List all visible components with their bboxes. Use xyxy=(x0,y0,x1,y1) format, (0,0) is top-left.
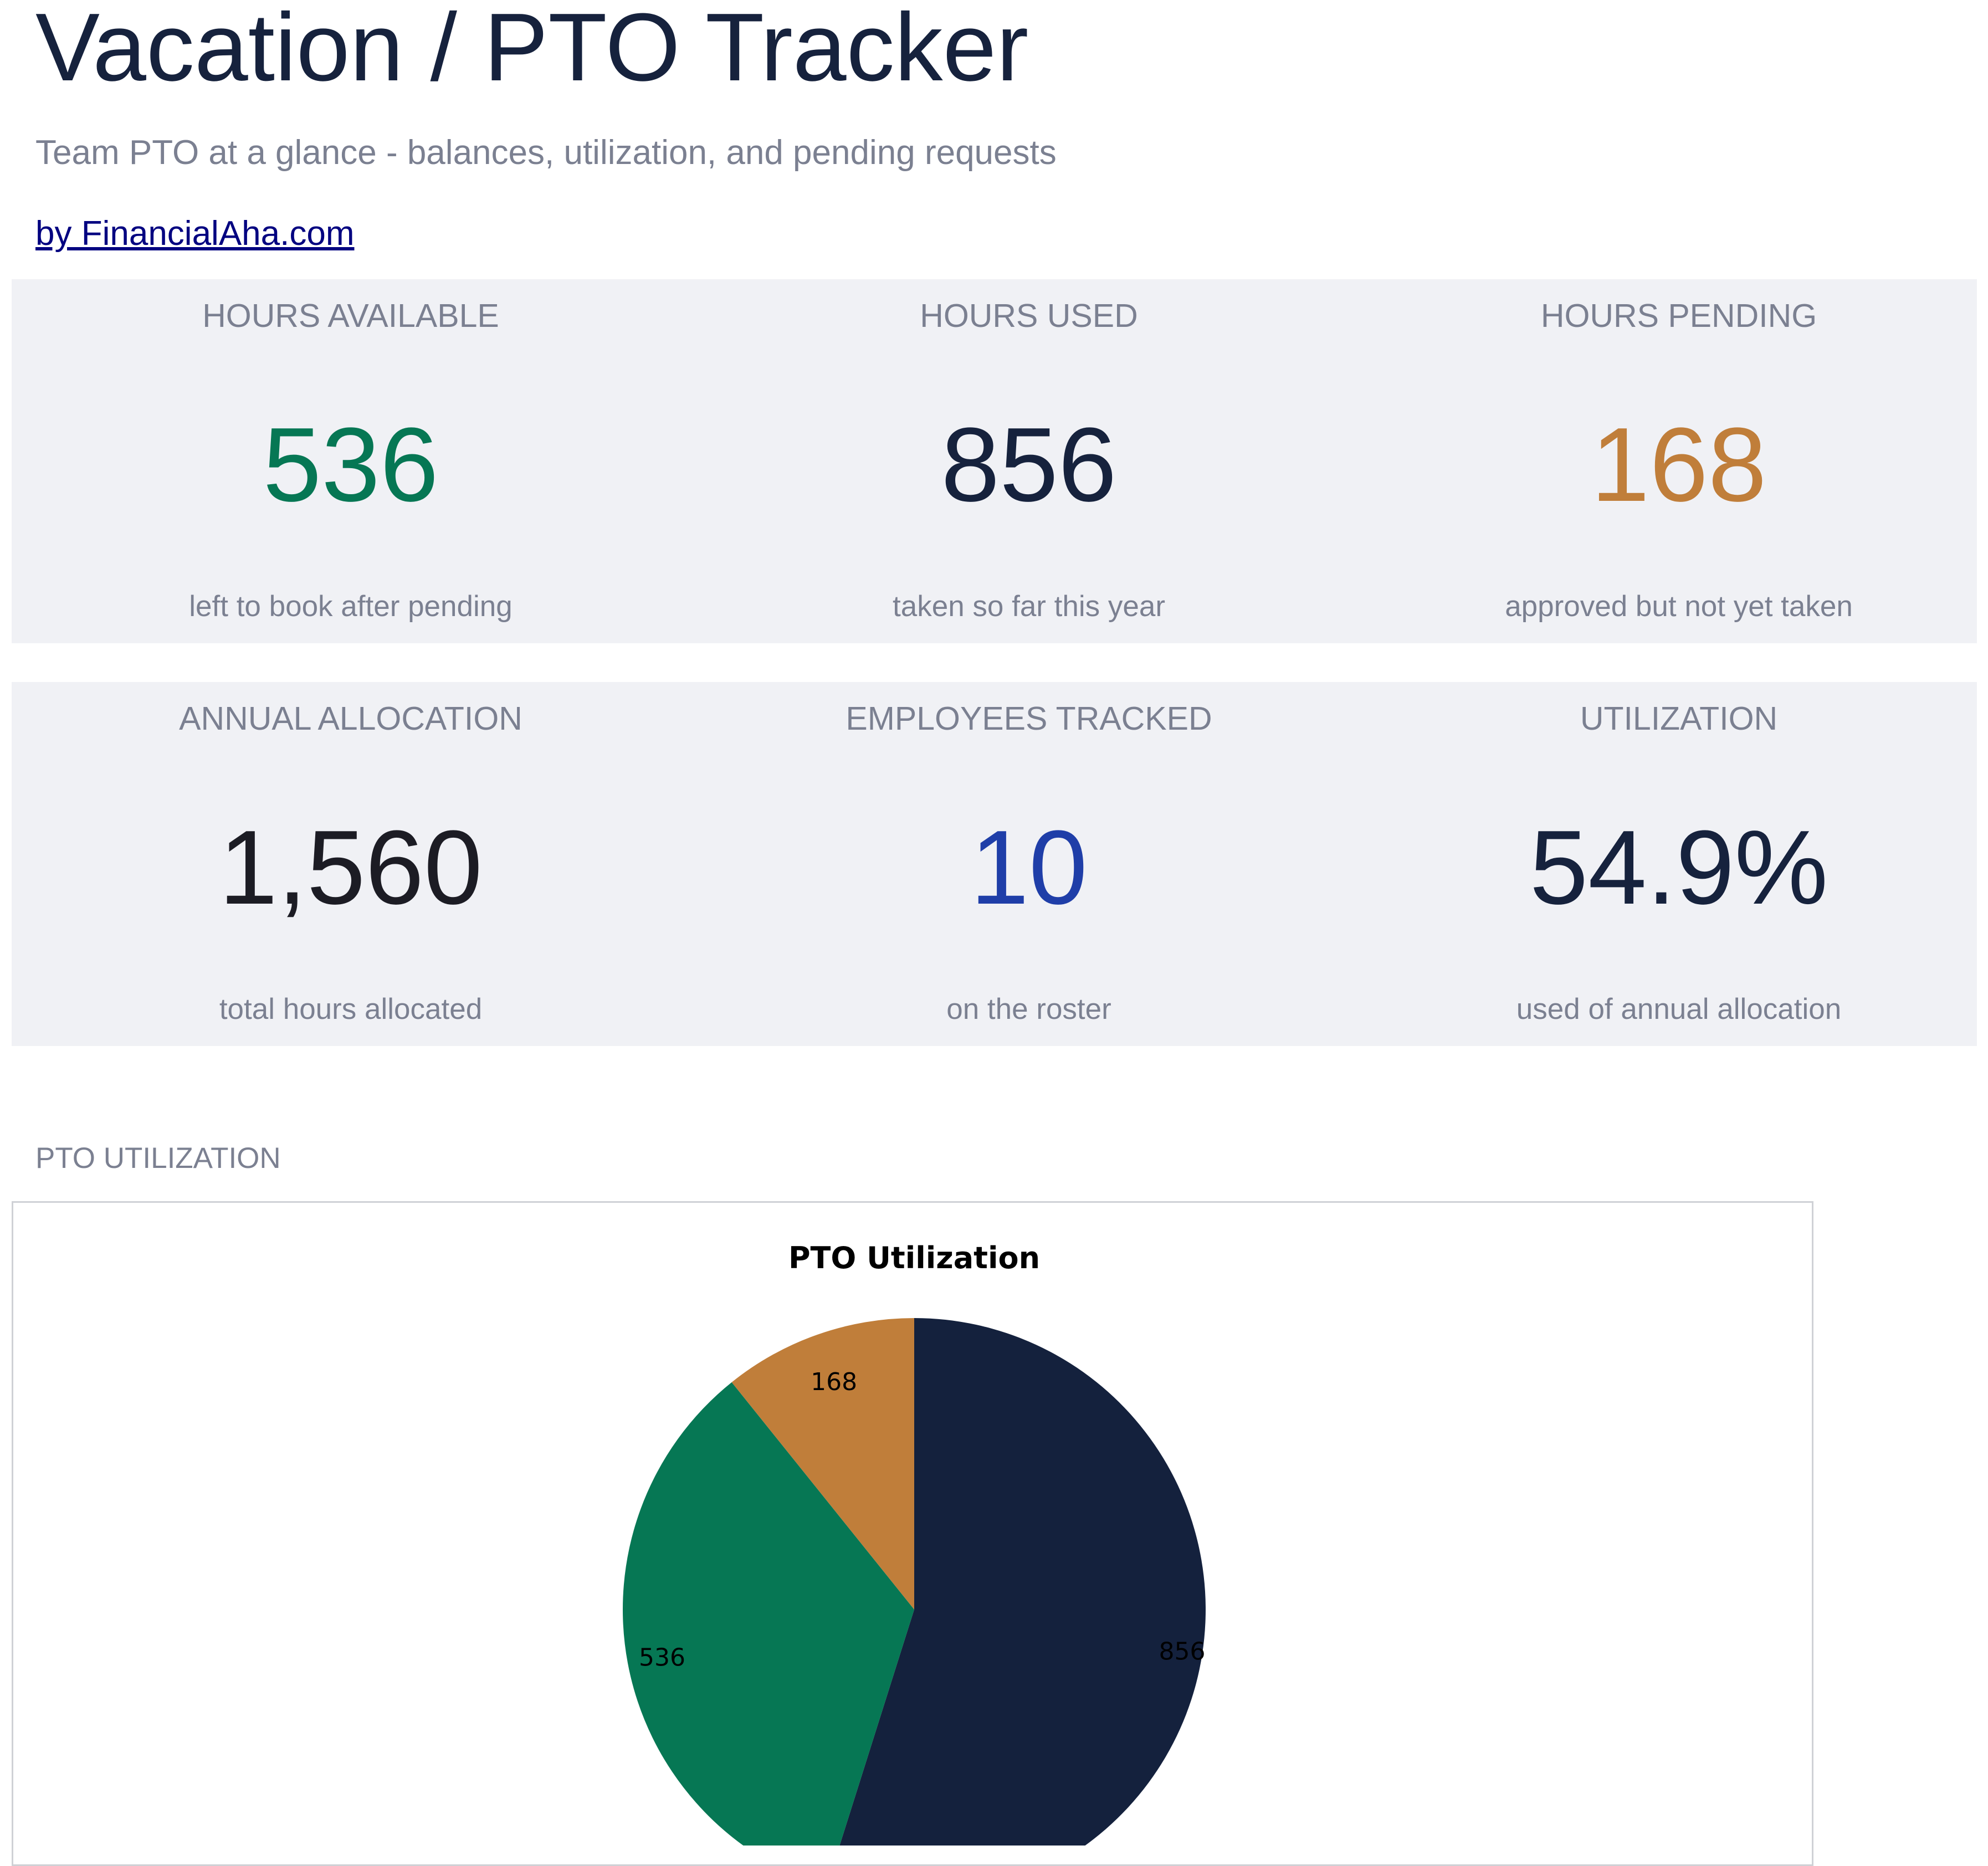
kpi-value: 10 xyxy=(970,809,1088,926)
kpi-employees-tracked: EMPLOYEES TRACKED 10 on the roster xyxy=(690,682,1368,1046)
kpi-hours-available: HOURS AVAILABLE 536 left to book after p… xyxy=(12,279,690,643)
pie-slice-168 xyxy=(731,1318,914,1609)
pie-chart: PTO Utilization 856 536 168 xyxy=(623,1240,1206,1846)
chart-section-heading: PTO UTILIZATION xyxy=(35,1142,281,1175)
kpi-note: left to book after pending xyxy=(189,590,513,623)
kpi-value: 168 xyxy=(1591,406,1767,524)
pie-data-label: 168 xyxy=(811,1368,857,1396)
kpi-value: 54.9% xyxy=(1529,809,1828,926)
kpi-utilization: UTILIZATION 54.9% used of annual allocat… xyxy=(1368,682,1988,1046)
kpi-label: ANNUAL ALLOCATION xyxy=(179,700,522,737)
kpi-note: used of annual allocation xyxy=(1516,993,1842,1026)
credit-link[interactable]: by FinancialAha.com xyxy=(35,214,355,253)
kpi-value: 536 xyxy=(263,406,439,524)
kpi-hours-used: HOURS USED 856 taken so far this year xyxy=(690,279,1368,643)
kpi-value: 856 xyxy=(941,406,1117,524)
chart-frame: PTO Utilization 856 536 168 xyxy=(12,1201,1813,1866)
page-title: Vacation / PTO Tracker xyxy=(35,0,1029,101)
page-subtitle: Team PTO at a glance - balances, utiliza… xyxy=(35,134,1057,172)
chart-title: PTO Utilization xyxy=(788,1240,1040,1275)
pie-slice-536 xyxy=(623,1382,914,1846)
pie-slice-856 xyxy=(839,1318,1206,1846)
kpi-panel-balances: HOURS AVAILABLE 536 left to book after p… xyxy=(12,279,1977,643)
kpi-panel-allocation: ANNUAL ALLOCATION 1,560 total hours allo… xyxy=(12,682,1977,1046)
kpi-label: UTILIZATION xyxy=(1580,700,1778,737)
kpi-note: total hours allocated xyxy=(219,993,483,1026)
kpi-label: HOURS AVAILABLE xyxy=(202,298,499,334)
kpi-note: on the roster xyxy=(946,993,1111,1026)
pie-data-label: 856 xyxy=(1159,1638,1205,1666)
kpi-hours-pending: HOURS PENDING 168 approved but not yet t… xyxy=(1368,279,1988,643)
kpi-value: 1,560 xyxy=(219,809,483,926)
kpi-label: HOURS PENDING xyxy=(1540,298,1817,334)
kpi-annual-allocation: ANNUAL ALLOCATION 1,560 total hours allo… xyxy=(12,682,690,1046)
kpi-label: EMPLOYEES TRACKED xyxy=(846,700,1212,737)
pie-data-label: 536 xyxy=(639,1643,685,1672)
kpi-label: HOURS USED xyxy=(920,298,1138,334)
kpi-note: taken so far this year xyxy=(893,590,1165,623)
kpi-note: approved but not yet taken xyxy=(1505,590,1853,623)
